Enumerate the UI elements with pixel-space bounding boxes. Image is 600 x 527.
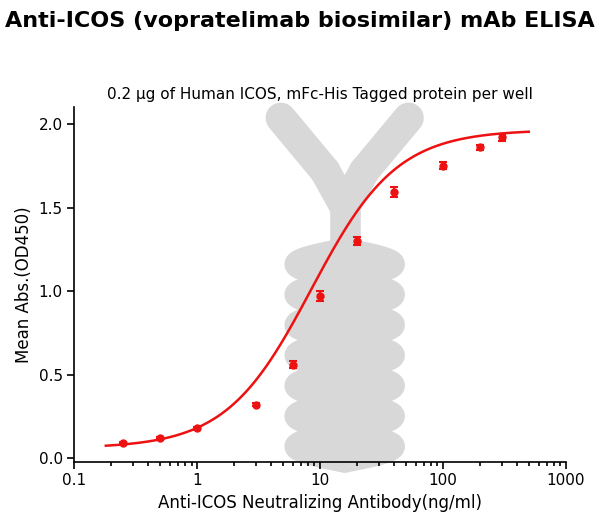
Text: Anti-ICOS (vopratelimab biosimilar) mAb ELISA: Anti-ICOS (vopratelimab biosimilar) mAb … xyxy=(5,11,595,31)
Y-axis label: Mean Abs.(OD450): Mean Abs.(OD450) xyxy=(15,206,33,363)
X-axis label: Anti-ICOS Neutralizing Antibody(ng/ml): Anti-ICOS Neutralizing Antibody(ng/ml) xyxy=(158,494,482,512)
Title: 0.2 μg of Human ICOS, mFc-His Tagged protein per well: 0.2 μg of Human ICOS, mFc-His Tagged pro… xyxy=(107,87,533,102)
